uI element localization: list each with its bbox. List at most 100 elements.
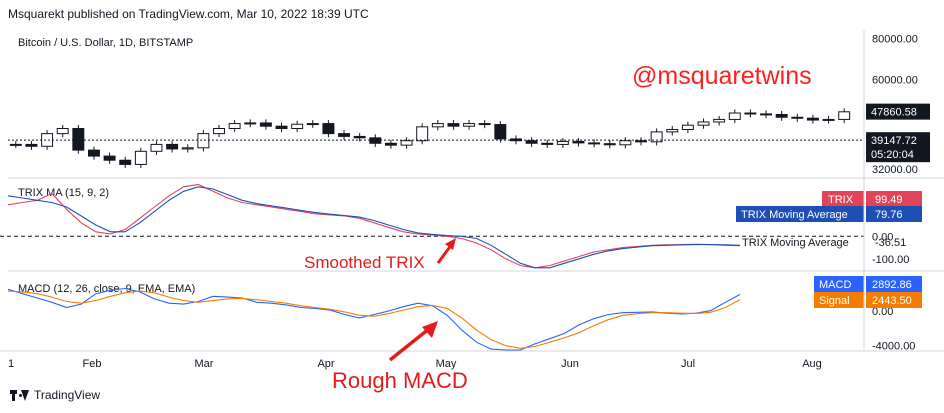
trix-pane[interactable]: TRIX MA (15, 9, 2) 0.00 -100.00 TRIX 99.49 TR… <box>0 183 922 269</box>
trix-ma-legend-box <box>736 206 864 222</box>
signal-legend-name: Signal <box>819 295 850 307</box>
trix-title: TRIX MA (15, 9, 2) <box>18 187 109 199</box>
candle-body <box>728 112 741 120</box>
candle-body <box>103 155 116 161</box>
candle-body <box>275 125 288 130</box>
candle-body <box>384 142 397 146</box>
annotation-arrowhead-trix <box>445 238 456 250</box>
signal-value-label: 2443.50 <box>872 295 912 307</box>
candle-body <box>181 147 194 150</box>
xaxis-label-jul: Jul <box>681 358 695 370</box>
xaxis-label-jun: Jun <box>561 358 579 370</box>
annotation-arrowhead-macd <box>422 321 438 338</box>
candle-body <box>400 140 413 146</box>
candle-body <box>338 133 351 137</box>
trix-ma-value-label: 79.76 <box>875 209 903 221</box>
annotation-rough-macd: Rough MACD <box>332 368 468 393</box>
xaxis-label-aug: Aug <box>802 358 822 370</box>
tradingview-logo-icon <box>10 389 29 401</box>
price-pane[interactable]: Bitcoin / U.S. Dollar, 1D, BITSTAMP @msqu… <box>8 34 930 176</box>
candle-body <box>353 135 366 139</box>
annotation-smoothed-trix: Smoothed TRIX <box>304 253 425 272</box>
xaxis-label-apr: Apr <box>317 358 334 370</box>
candle-body <box>9 143 22 146</box>
candle-body <box>463 123 476 127</box>
trix-tick-label: 0.00 <box>872 231 893 243</box>
candle-body <box>494 124 507 140</box>
candle-body <box>72 128 85 151</box>
trix-ma-value-box <box>866 206 922 222</box>
candle-body <box>588 142 601 145</box>
candle-body <box>291 123 304 130</box>
last-price-box <box>866 103 930 120</box>
candle-body <box>197 133 210 149</box>
candle-body <box>822 118 835 121</box>
countdown-label: 05:20:04 <box>871 149 914 161</box>
candle-body <box>322 123 335 135</box>
annotation-arrow-macd <box>388 326 432 362</box>
price-title: Bitcoin / U.S. Dollar, 1D, BITSTAMP <box>18 37 193 49</box>
trix-ma-extra-name: TRIX Moving Average <box>742 237 849 249</box>
signal-line <box>7 290 741 349</box>
candle-body <box>244 122 257 125</box>
signal-legend-box <box>814 292 864 308</box>
macd-line <box>7 287 741 351</box>
macd-legend-name: MACD <box>819 279 851 291</box>
signal-value-box <box>866 292 922 308</box>
candle-body <box>134 150 147 165</box>
candle-body <box>556 140 569 145</box>
trix-tick-label: -100.00 <box>872 254 909 266</box>
candle-body <box>369 137 382 144</box>
xaxis-cut-label: 1 <box>8 358 14 370</box>
candle-body <box>775 114 788 118</box>
candle-body <box>25 143 38 147</box>
candle-body <box>119 159 132 165</box>
candle-body <box>635 140 647 143</box>
price-tick-label: 60000.00 <box>872 74 918 86</box>
macd-value-box <box>866 276 922 292</box>
candle-body <box>478 123 491 126</box>
candle-body <box>228 123 241 130</box>
last-price-label: 47860.58 <box>871 107 917 119</box>
trix-value-box <box>866 191 922 207</box>
xaxis-label-may: May <box>436 358 457 370</box>
price-tick-label: 32000.00 <box>872 164 918 176</box>
trix-value-label: 99.49 <box>875 194 903 206</box>
xaxis-label-mar: Mar <box>195 358 214 370</box>
crosshair-price-label: 39147.72 <box>871 135 917 147</box>
candle-body <box>760 113 773 116</box>
candle-body <box>416 126 429 142</box>
candle-body <box>525 140 538 144</box>
crosshair-price-box <box>866 132 930 163</box>
trix-line <box>7 183 741 269</box>
candle-body <box>713 118 726 123</box>
candle-body <box>603 143 616 146</box>
candle-body <box>541 142 554 145</box>
candle-body <box>806 117 819 121</box>
candle-body <box>166 143 179 150</box>
candle-body <box>791 116 804 119</box>
candle-body <box>697 121 710 126</box>
trix-legend-name: TRIX <box>828 194 854 206</box>
candle-body <box>41 133 54 147</box>
trix-ma-line <box>7 186 741 269</box>
candle-body <box>619 140 632 146</box>
candle-body <box>838 111 851 120</box>
candle-body <box>572 140 585 144</box>
price-tick-label: 80000.00 <box>872 34 918 46</box>
macd-value-label: 2892.86 <box>872 279 912 291</box>
macd-tick-label: 0.00 <box>872 306 893 318</box>
candle-body <box>447 123 460 127</box>
trix-ma-legend-name: TRIX Moving Average <box>741 209 848 221</box>
candle-body <box>150 143 163 152</box>
candle-body <box>681 124 694 131</box>
chart-frame: 1 Feb Mar Apr May Jun Jul Aug Smoothed TRIX Rough… <box>0 30 944 393</box>
trix-legend-box <box>822 191 864 207</box>
macd-pane[interactable]: MACD (12, 26, close, 9, EMA, EMA) 0.00 -40… <box>7 276 922 353</box>
publisher-header: Msquarekt published on TradingView.com, … <box>8 7 369 21</box>
macd-tick-label: -4000.00 <box>872 341 915 353</box>
candle-body <box>666 129 679 133</box>
candle-body <box>431 123 444 128</box>
